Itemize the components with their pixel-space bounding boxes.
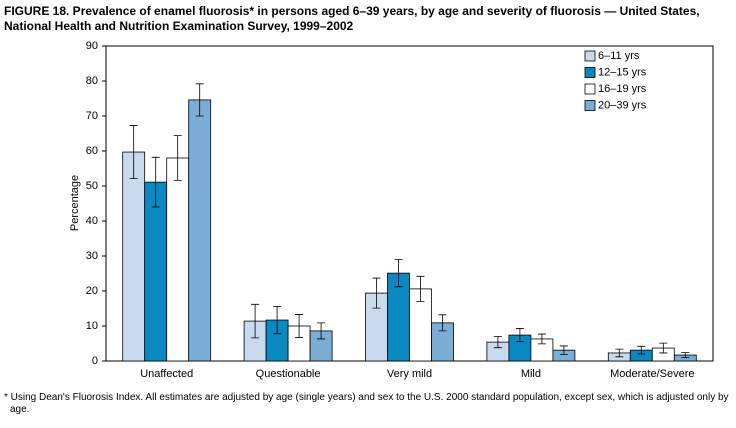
- chart-title: FIGURE 18. Prevalence of enamel fluorosi…: [4, 4, 700, 33]
- error-bar: [515, 328, 524, 343]
- error-bar: [615, 348, 624, 358]
- legend-label: 20–39 yrs: [598, 99, 647, 111]
- y-tick-label: 50: [86, 180, 98, 192]
- y-tick-label: 60: [86, 145, 98, 157]
- error-bar: [251, 303, 260, 339]
- footnote: * Using Dean's Fluorosis Index. All esti…: [4, 392, 729, 415]
- error-bar: [438, 314, 447, 332]
- error-bar: [151, 156, 160, 208]
- error-bar: [295, 314, 304, 338]
- legend-swatch: [584, 50, 596, 62]
- error-bar: [394, 259, 403, 288]
- legend-swatch: [584, 83, 596, 95]
- legend-label: 12–15 yrs: [598, 66, 647, 78]
- legend-swatch: [584, 100, 596, 111]
- y-tick-label: 70: [86, 110, 98, 122]
- y-tick-label: 30: [86, 250, 98, 262]
- legend-label: 16–19 yrs: [598, 83, 647, 95]
- y-axis-label: Percentage: [69, 175, 81, 231]
- x-tick-label: Moderate/Severe: [610, 368, 694, 380]
- error-bar: [195, 83, 204, 117]
- bar: [188, 99, 212, 362]
- legend-swatch: [584, 67, 596, 78]
- x-tick-label: Questionable: [256, 368, 321, 380]
- bar: [144, 181, 168, 362]
- error-bar: [273, 306, 282, 335]
- error-bar: [659, 342, 668, 354]
- error-bar: [317, 322, 326, 340]
- y-tick-label: 40: [86, 215, 98, 227]
- x-tick-label: Mild: [521, 368, 541, 380]
- bar: [166, 157, 190, 362]
- bar: [122, 151, 146, 362]
- error-bar: [372, 277, 381, 309]
- chart: Percentage 0 10 20 30 40 50 60 70 80 90 Unaffected…: [69, 40, 714, 380]
- y-tick-label: 20: [86, 285, 98, 297]
- error-bar: [681, 352, 690, 358]
- error-bar: [416, 275, 425, 302]
- y-tick-label: 0: [92, 355, 98, 367]
- error-bar: [493, 336, 502, 349]
- y-tick-label: 80: [86, 75, 98, 87]
- error-bar: [559, 345, 568, 355]
- error-bar: [173, 135, 182, 181]
- legend-label: 6–11 yrs: [598, 50, 640, 62]
- x-tick-label: Unaffected: [140, 368, 193, 380]
- x-tick-label: Very mild: [387, 368, 432, 380]
- y-tick-label: 90: [86, 40, 98, 52]
- error-bar: [637, 345, 646, 355]
- error-bar: [129, 125, 138, 180]
- error-bar: [537, 333, 546, 345]
- y-tick-label: 10: [86, 320, 98, 332]
